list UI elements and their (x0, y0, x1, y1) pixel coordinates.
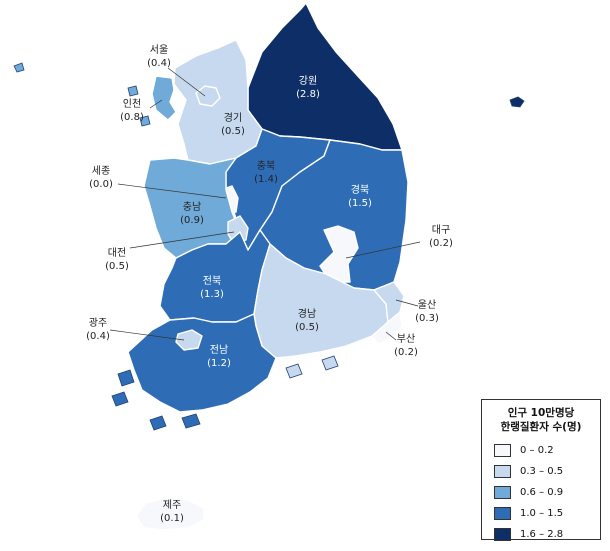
legend-item: 1.6 – 2.8 (494, 524, 600, 545)
island-sw-1 (117, 369, 135, 387)
label-jeju-value: (0.1) (160, 513, 184, 524)
label-gyeongnam-value: (0.5) (295, 322, 319, 333)
region-jeju (135, 497, 205, 531)
leader-incheon (149, 99, 163, 109)
label-gangwon-value: (2.8) (296, 89, 320, 100)
label-jeonbuk-name: 전북 (203, 275, 221, 287)
island-sw-3 (149, 415, 167, 431)
map-legend: 인구 10만명당 한랭질환자 수(명) 0 – 0.2 0.3 – 0.5 0.… (481, 399, 601, 541)
leader-daegu (345, 241, 421, 259)
legend-item: 1.0 – 1.5 (494, 503, 600, 524)
label-gyeongbuk-value: (1.5) (348, 198, 372, 209)
region-daegu (319, 225, 359, 283)
label-ulsan-name: 울산 (418, 299, 436, 311)
label-incheon-value: (0.8) (120, 112, 144, 123)
legend-title-line1: 인구 10만명당 (507, 407, 575, 419)
island-s-2 (285, 363, 303, 379)
legend-label: 0 – 0.2 (520, 445, 554, 456)
legend-swatch (494, 444, 511, 457)
island-ulleungdo (509, 96, 525, 108)
island-s-3 (321, 355, 339, 371)
region-incheon (151, 75, 177, 121)
island-west-1 (13, 62, 25, 73)
legend-items: 0 – 0.2 0.3 – 0.5 0.6 – 0.9 1.0 – 1.5 1.… (494, 440, 600, 545)
label-busan-value: (0.2) (394, 347, 418, 358)
legend-item: 0 – 0.2 (494, 440, 600, 461)
label-jeju-name: 제주 (163, 499, 181, 511)
legend-title-line2: 한랭질환자 수(명) (500, 421, 582, 433)
label-chungnam-value: (0.9) (180, 215, 204, 226)
label-gyeonggi-value: (0.5) (221, 126, 245, 137)
label-sejong-name: 세종 (92, 165, 110, 177)
region-jeonnam (127, 313, 277, 413)
leader-sejong (117, 183, 227, 199)
island-s-1 (181, 413, 201, 429)
label-daegu-name: 대구 (432, 224, 450, 236)
legend-item: 0.6 – 0.9 (494, 482, 600, 503)
label-gyeonggi-name: 경기 (224, 111, 242, 124)
region-daejeon (227, 215, 249, 245)
label-sejong-value: (0.0) (89, 179, 113, 190)
leader-gwangju (109, 329, 185, 341)
label-chungbuk-name: 충북 (257, 160, 275, 172)
legend-swatch (494, 486, 511, 499)
label-seoul-value: (0.4) (147, 58, 171, 69)
leader-ulsan (395, 299, 419, 307)
legend-swatch (494, 465, 511, 478)
region-busan (371, 311, 403, 345)
region-gangwon (247, 2, 403, 151)
region-gwangju (175, 329, 203, 351)
label-gyeongnam-name: 경남 (298, 307, 316, 320)
legend-label: 0.3 – 0.5 (520, 466, 564, 477)
label-chungbuk-value: (1.4) (254, 174, 278, 185)
leader-busan (385, 331, 397, 341)
label-gyeongbuk-name: 경북 (351, 183, 369, 196)
label-gwangju-value: (0.4) (86, 331, 110, 342)
label-daegu-value: (0.2) (429, 238, 453, 249)
label-daejeon-name: 대전 (108, 247, 126, 259)
leader-daejeon (129, 231, 235, 249)
label-jeonnam-value: (1.2) (207, 358, 231, 369)
label-incheon-name: 인천 (123, 98, 141, 110)
label-ulsan-value: (0.3) (415, 313, 439, 324)
island-sw-2 (111, 391, 129, 407)
label-jeonnam-name: 전남 (210, 344, 228, 356)
island-west-3 (139, 115, 151, 127)
leader-seoul (167, 67, 206, 97)
legend-title: 인구 10만명당 한랭질환자 수(명) (482, 406, 600, 434)
legend-swatch (494, 528, 511, 541)
legend-swatch (494, 507, 511, 520)
label-chungnam-name: 충남 (183, 201, 201, 213)
label-gangwon-name: 강원 (299, 75, 317, 87)
legend-item: 0.3 – 0.5 (494, 461, 600, 482)
label-seoul-name: 서울 (150, 44, 168, 56)
legend-label: 1.0 – 1.5 (520, 508, 564, 519)
region-seoul (195, 85, 221, 107)
legend-label: 1.6 – 2.8 (520, 529, 564, 540)
label-busan-name: 부산 (397, 333, 415, 345)
label-gwangju-name: 광주 (89, 317, 107, 329)
label-daejeon-value: (0.5) (105, 261, 129, 272)
legend-label: 0.6 – 0.9 (520, 487, 564, 498)
label-jeonbuk-value: (1.3) (200, 289, 224, 300)
island-west-2 (127, 85, 139, 97)
